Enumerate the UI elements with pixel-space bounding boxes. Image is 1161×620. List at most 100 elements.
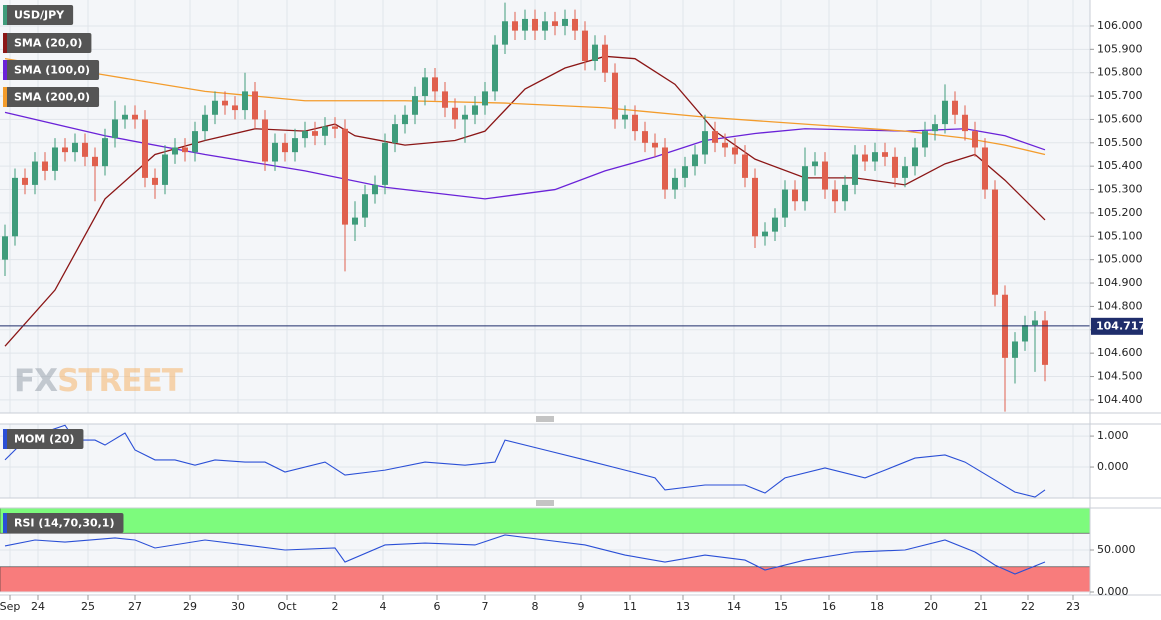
candle-body (172, 147, 178, 155)
candle-body (872, 152, 878, 162)
label-text: RSI (14,70,30,1) (14, 517, 114, 530)
candle-body (942, 100, 948, 125)
candle-body (82, 142, 88, 157)
x-tick-label: 27 (128, 600, 142, 613)
candle-body (822, 161, 828, 190)
candle-body (352, 217, 358, 225)
candle-body (1042, 320, 1048, 365)
candle-body (452, 107, 458, 120)
candle-body (782, 189, 788, 218)
candle-body (342, 128, 348, 225)
label-color-bar (3, 5, 7, 25)
x-tick-label: 20 (924, 600, 938, 613)
candle-body (92, 156, 98, 167)
candle-body (532, 18, 538, 31)
label-color-bar (3, 429, 7, 449)
candle-body (882, 152, 888, 157)
candle-body (482, 91, 488, 106)
x-tick-label: 2 (332, 600, 339, 613)
y-tick-label: 0.000 (1097, 585, 1129, 598)
candle-body (862, 154, 868, 162)
candle-body (462, 114, 468, 120)
band (0, 566, 1091, 593)
candle-body (672, 177, 678, 190)
candle-body (652, 142, 658, 148)
candle-body (792, 189, 798, 202)
last-price-bg (1091, 317, 1143, 335)
candle-body (382, 142, 388, 185)
candle-body (12, 177, 18, 237)
candle-body (682, 166, 688, 178)
candle-body (432, 77, 438, 92)
candle-body (32, 161, 38, 185)
candle-body (512, 21, 518, 31)
watermark: FXSTREET (14, 363, 183, 399)
label-color-bar (3, 513, 7, 533)
indicator-label[interactable]: USD/JPY (3, 5, 74, 25)
y-tick-label: 105.400 (1097, 159, 1143, 172)
candle-body (992, 189, 998, 295)
candle-body (112, 119, 118, 139)
candle-body (952, 100, 958, 115)
indicator-label[interactable]: RSI (14,70,30,1) (3, 513, 124, 533)
candle-body (972, 131, 978, 148)
candle-body (442, 91, 448, 108)
y-tick-label: 0.000 (1097, 460, 1129, 473)
x-tick-label: 4 (380, 600, 387, 613)
x-tick-label: 11 (623, 600, 637, 613)
candle-body (102, 138, 108, 167)
indicator-label[interactable]: MOM (20) (3, 429, 84, 449)
indicator-label[interactable]: SMA (200,0) (3, 87, 100, 107)
y-tick-label: 105.900 (1097, 42, 1143, 55)
indicator-label[interactable]: SMA (20,0) (3, 33, 92, 53)
candle-body (22, 177, 28, 185)
y-tick-label: 105.700 (1097, 89, 1143, 102)
candle-body (2, 236, 8, 260)
candle-body (272, 142, 278, 162)
candle-body (542, 21, 548, 31)
candle-body (242, 91, 248, 111)
candle-body (572, 18, 578, 31)
candle-body (142, 119, 148, 178)
label-color-bar (3, 60, 7, 80)
candle-body (762, 231, 768, 237)
candle-body (622, 114, 628, 120)
y-tick-label: 105.000 (1097, 253, 1143, 266)
label-text: SMA (20,0) (14, 37, 82, 50)
label-text: SMA (100,0) (14, 64, 90, 77)
candle-body (1012, 341, 1018, 358)
candle-body (922, 131, 928, 148)
x-tick-label: 16 (822, 600, 836, 613)
candle-body (42, 161, 48, 171)
candle-body (202, 114, 208, 132)
candle-body (332, 126, 338, 129)
panel-grip[interactable] (536, 500, 554, 506)
indicator-label[interactable]: SMA (100,0) (3, 60, 100, 80)
label-bg (3, 513, 124, 533)
candle-body (612, 72, 618, 120)
candle-body (262, 119, 268, 162)
candle-body (152, 177, 158, 185)
candle-body (662, 147, 668, 190)
candle-body (632, 114, 638, 132)
candle-body (192, 131, 198, 153)
y-tick-label: 104.800 (1097, 299, 1143, 312)
x-tick-label: 30 (231, 600, 245, 613)
candle-body (402, 114, 408, 125)
candle-body (642, 131, 648, 143)
candle-body (522, 18, 528, 31)
label-text: MOM (20) (14, 433, 74, 446)
y-tick-label: 104.400 (1097, 393, 1143, 406)
candle-body (802, 166, 808, 202)
label-bg (3, 33, 92, 53)
watermark-part: STREET (57, 363, 183, 399)
label-bg (3, 87, 100, 107)
panel-grip[interactable] (536, 416, 554, 422)
y-tick-label: 105.100 (1097, 229, 1143, 242)
last-price-label: 104.717 (1096, 319, 1146, 332)
candle-body (812, 161, 818, 167)
y-tick-label: 104.900 (1097, 276, 1143, 289)
candle-body (1022, 325, 1028, 342)
